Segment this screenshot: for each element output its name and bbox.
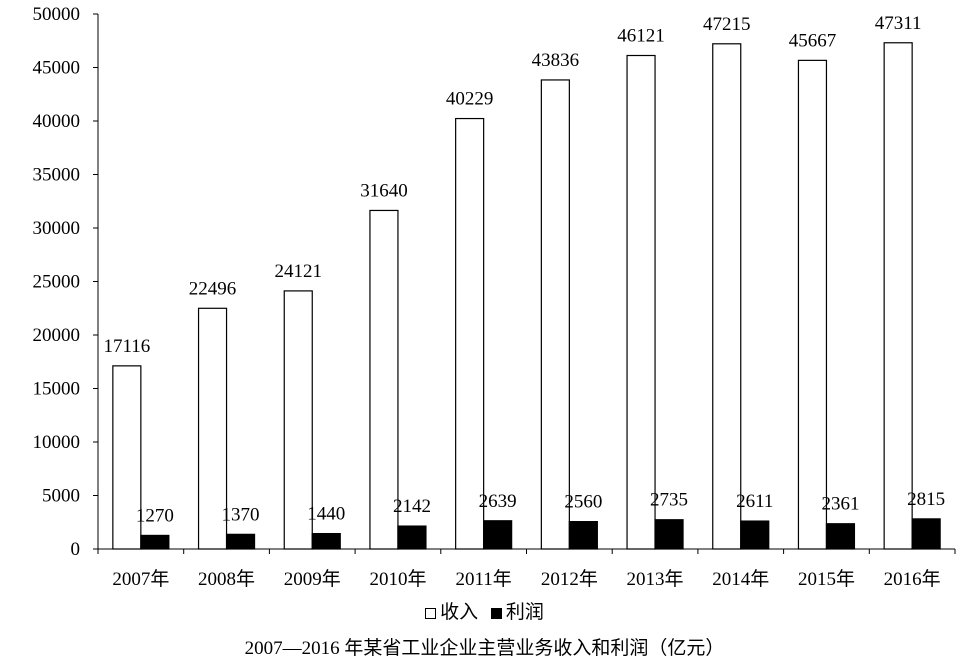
- y-tick-label: 15000: [33, 379, 81, 400]
- bar-profit: [654, 519, 684, 550]
- legend-item-profit: 利润: [490, 601, 544, 625]
- bar-income: [712, 43, 742, 550]
- x-tick-label: 2009年: [284, 568, 341, 590]
- data-label-profit: 2611: [736, 491, 773, 512]
- data-label-income: 45667: [789, 30, 837, 51]
- bar-profit: [825, 523, 856, 550]
- bar-chart: 0 5000 10000 15000 20000 25000 30000 35000 40000…: [33, 4, 956, 590]
- data-label-profit: 2639: [479, 491, 517, 512]
- data-label-profit: 1440: [307, 504, 345, 525]
- data-label-profit: 2735: [650, 490, 688, 511]
- y-tick-label: 30000: [33, 218, 81, 239]
- y-tick-label: 5000: [42, 486, 80, 507]
- x-tick-label: 2014年: [712, 568, 769, 590]
- data-label-profit: 1370: [222, 504, 260, 525]
- legend-swatch-income: [425, 607, 437, 619]
- y-tick-label: 50000: [33, 4, 81, 25]
- bar-profit: [911, 518, 941, 550]
- bar-income: [455, 117, 485, 550]
- bar-income: [283, 290, 313, 550]
- bar-income: [883, 42, 913, 550]
- bar-profit: [140, 534, 170, 550]
- bar-income: [540, 79, 570, 550]
- y-tick-label: 45000: [33, 58, 81, 79]
- data-label-profit: 2142: [393, 496, 431, 517]
- data-label-profit: 2361: [821, 494, 859, 515]
- data-label-profit: 2560: [564, 492, 602, 513]
- y-tick-label: 0: [71, 539, 81, 560]
- y-tick-label: 20000: [33, 325, 81, 346]
- bar-profit: [311, 532, 341, 550]
- legend-label-profit: 利润: [505, 602, 544, 623]
- y-tick-label: 10000: [33, 432, 81, 453]
- x-tick-label: 2011年: [456, 568, 512, 590]
- bar-profit: [397, 525, 427, 550]
- bar-income: [797, 59, 828, 550]
- bar-profit: [225, 533, 256, 550]
- x-tick-label: 2008年: [198, 568, 255, 590]
- x-tick-label: 2015年: [798, 568, 855, 590]
- x-tick-label: 2016年: [884, 568, 941, 590]
- x-tick-label: 2010年: [369, 568, 426, 590]
- bar-income: [626, 54, 656, 550]
- data-label-profit: 1270: [136, 505, 174, 526]
- x-tick-label: 2013年: [627, 568, 684, 590]
- chart-title: 2007—2016 年某省工业企业主营业务收入和利润（亿元）: [244, 638, 725, 659]
- y-tick-label: 35000: [33, 165, 81, 186]
- data-label-profit: 2815: [907, 489, 945, 510]
- y-tick-label: 25000: [33, 272, 81, 293]
- data-label-income: 47215: [703, 14, 751, 35]
- data-label-income: 40229: [446, 89, 494, 110]
- bar-profit: [568, 521, 598, 550]
- bar-income: [369, 209, 399, 550]
- bar-profit: [483, 520, 513, 550]
- legend: 收入 利润: [0, 601, 969, 626]
- data-label-income: 47311: [875, 13, 922, 34]
- x-tick-label: 2007年: [112, 568, 169, 590]
- y-tick-label: 40000: [33, 111, 81, 132]
- x-tick-label: 2012年: [541, 568, 598, 590]
- legend-swatch-profit: [490, 607, 502, 619]
- data-label-income: 43836: [532, 50, 580, 71]
- data-label-income: 24121: [275, 261, 323, 282]
- bar-income: [197, 307, 228, 550]
- legend-item-income: 收入: [425, 601, 478, 625]
- data-label-income: 46121: [617, 26, 665, 47]
- legend-label-income: 收入: [440, 602, 479, 623]
- bar-profit: [740, 520, 770, 550]
- data-label-income: 31640: [360, 180, 408, 201]
- bar-income: [112, 365, 142, 550]
- data-label-income: 22496: [189, 278, 237, 299]
- data-label-income: 17116: [103, 336, 150, 357]
